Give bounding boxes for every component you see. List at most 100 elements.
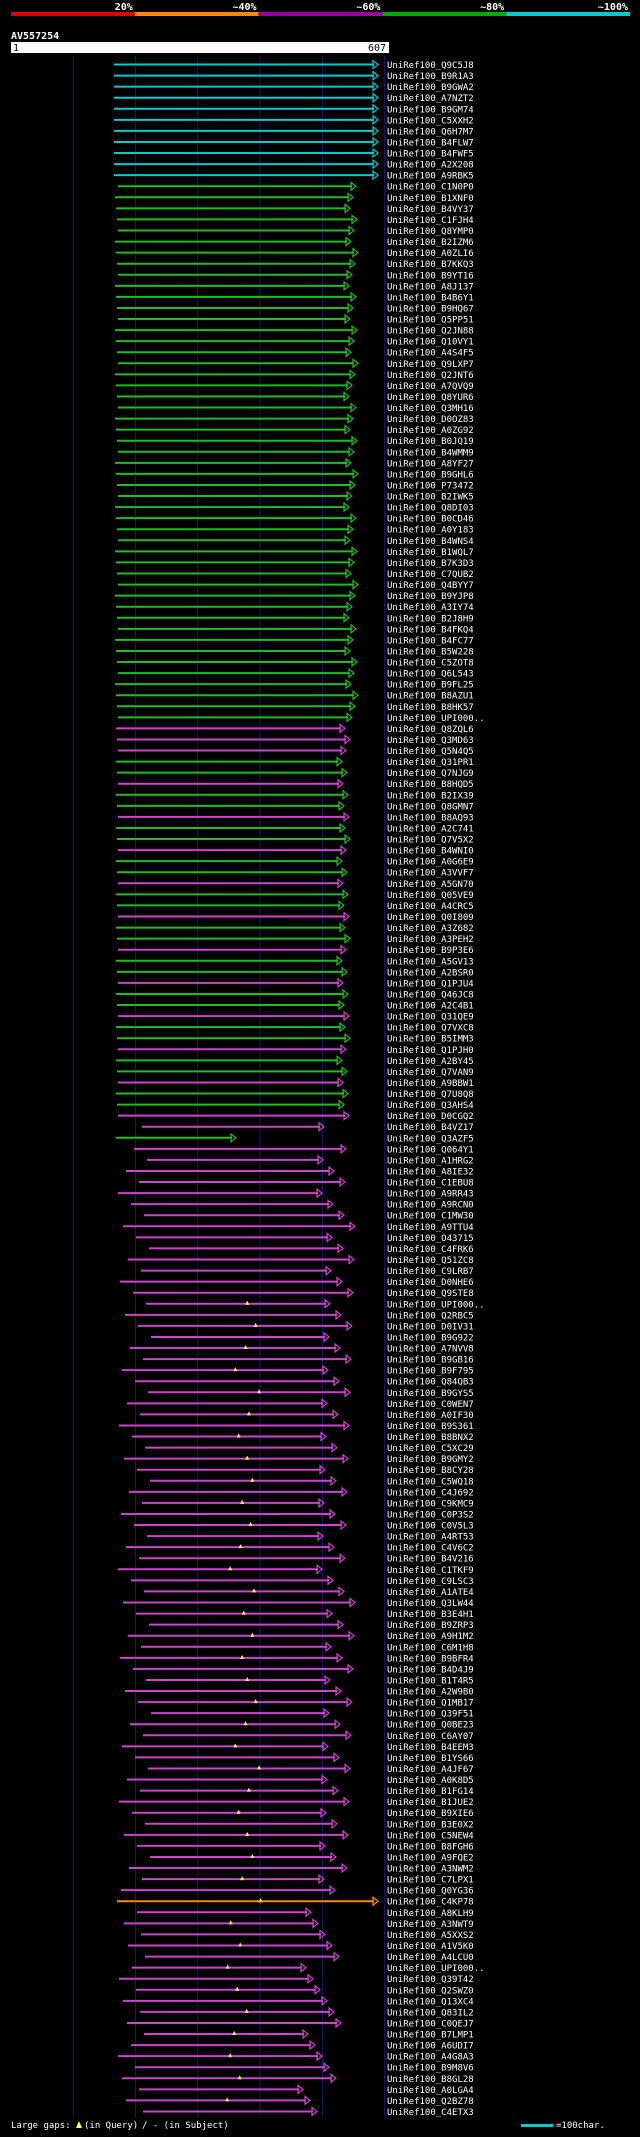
hit-label[interactable]: UniRef100_A0ZG92 bbox=[387, 426, 474, 436]
hit-label[interactable]: UniRef100_B9GM74 bbox=[387, 105, 474, 115]
hit-row[interactable]: UniRef100_A9RBK5 bbox=[114, 169, 474, 182]
hit-label[interactable]: UniRef100_A0G6E9 bbox=[387, 858, 474, 868]
hit-row[interactable]: UniRef100_C4FRK6 bbox=[149, 1243, 474, 1255]
hit-row[interactable]: UniRef100_B9GHL6 bbox=[116, 468, 474, 481]
hit-row[interactable]: UniRef100_A0K8D5 bbox=[127, 1774, 474, 1787]
hit-label[interactable]: UniRef100_Q2JNT6 bbox=[387, 371, 474, 381]
hit-row[interactable]: UniRef100_Q6L543 bbox=[118, 667, 474, 680]
hit-row[interactable]: UniRef100_B9HQ67 bbox=[117, 302, 474, 315]
hit-row[interactable]: UniRef100_B4WMM9 bbox=[118, 446, 474, 459]
hit-row[interactable]: UniRef100_C1EBU8 bbox=[139, 1176, 474, 1189]
hit-label[interactable]: UniRef100_B9XIE6 bbox=[387, 1809, 474, 1819]
hit-label[interactable]: UniRef100_C6M1H8 bbox=[387, 1643, 474, 1653]
hit-row[interactable]: UniRef100_P73472 bbox=[117, 479, 474, 492]
hit-label[interactable]: UniRef100_A3IY74 bbox=[387, 603, 474, 613]
hit-row[interactable]: UniRef100_B4EEM3 bbox=[122, 1741, 474, 1753]
hit-row[interactable]: UniRef100_Q5PP51 bbox=[118, 313, 474, 326]
hit-row[interactable]: UniRef100_B5W228 bbox=[116, 645, 474, 658]
hit-row[interactable]: UniRef100_A1V5K0 bbox=[128, 1940, 474, 1953]
hit-label[interactable]: UniRef100_C5ZOT8 bbox=[387, 659, 474, 669]
hit-label[interactable]: UniRef100_A3NWM2 bbox=[387, 1865, 474, 1875]
hit-label[interactable]: UniRef100_C7LPX1 bbox=[387, 1876, 474, 1886]
hit-label[interactable]: UniRef100_C0QEJ7 bbox=[387, 2019, 474, 2029]
hit-row[interactable]: UniRef100_A5GV13 bbox=[116, 955, 474, 968]
hit-label[interactable]: UniRef100_B4VZ17 bbox=[387, 1123, 474, 1133]
hit-label[interactable]: UniRef100_Q9C5J8 bbox=[387, 61, 474, 71]
hit-label[interactable]: UniRef100_B9HQ67 bbox=[387, 304, 474, 314]
hit-label[interactable]: UniRef100_B1FG14 bbox=[387, 1787, 474, 1797]
hit-row[interactable]: UniRef100_B4VZ17 bbox=[142, 1121, 474, 1134]
hit-label[interactable]: UniRef100_UPI000.. bbox=[387, 1300, 485, 1310]
hit-label[interactable]: UniRef100_A2X208 bbox=[387, 161, 474, 171]
hit-label[interactable]: UniRef100_A7QVQ9 bbox=[387, 382, 474, 392]
hit-row[interactable]: UniRef100_Q0YG36 bbox=[121, 1884, 474, 1897]
hit-row[interactable]: UniRef100_Q4BYY7 bbox=[118, 579, 474, 592]
hit-row[interactable]: UniRef100_C4ETX3 bbox=[143, 2106, 474, 2118]
hit-row[interactable]: UniRef100_D0CGQ2 bbox=[118, 1110, 474, 1123]
hit-row[interactable]: UniRef100_Q2SWZ0 bbox=[136, 1984, 474, 1997]
hit-row[interactable]: UniRef100_B8FGH6 bbox=[137, 1840, 474, 1853]
hit-label[interactable]: UniRef100_B5W228 bbox=[387, 647, 474, 657]
hit-row[interactable]: UniRef100_A5XXS2 bbox=[141, 1929, 474, 1941]
hit-row[interactable]: UniRef100_A4JF67 bbox=[148, 1763, 474, 1775]
hit-row[interactable]: UniRef100_C9KMC9 bbox=[142, 1497, 474, 1510]
hit-label[interactable]: UniRef100_B8CY28 bbox=[387, 1466, 474, 1476]
hit-row[interactable]: UniRef100_A0G6E9 bbox=[116, 855, 474, 868]
hit-label[interactable]: UniRef100_B9R1A3 bbox=[387, 72, 474, 82]
hit-label[interactable]: UniRef100_D0OZ83 bbox=[387, 415, 474, 425]
hit-row[interactable]: UniRef100_Q7NJG9 bbox=[117, 767, 474, 780]
hit-row[interactable]: UniRef100_B1JUE2 bbox=[119, 1796, 474, 1809]
hit-row[interactable]: UniRef100_B9YT16 bbox=[118, 269, 474, 282]
hit-label[interactable]: UniRef100_B1XNF0 bbox=[387, 194, 474, 204]
hit-label[interactable]: UniRef100_Q3AHS4 bbox=[387, 1101, 474, 1111]
hit-label[interactable]: UniRef100_A2C4B1 bbox=[387, 1002, 474, 1012]
hit-row[interactable]: UniRef100_C5ZOT8 bbox=[117, 656, 474, 669]
hit-label[interactable]: UniRef100_Q3MH16 bbox=[387, 404, 474, 414]
hit-row[interactable]: UniRef100_Q51ZC8 bbox=[128, 1254, 474, 1267]
hit-label[interactable]: UniRef100_B1YS66 bbox=[387, 1754, 474, 1764]
hit-row[interactable]: UniRef100_B2IX39 bbox=[116, 789, 474, 802]
hit-label[interactable]: UniRef100_B9P3E6 bbox=[387, 946, 474, 956]
hit-row[interactable]: UniRef100_A2BY45 bbox=[116, 1055, 474, 1067]
hit-row[interactable]: UniRef100_Q2JN88 bbox=[115, 324, 474, 337]
hit-label[interactable]: UniRef100_B0JQ19 bbox=[387, 437, 474, 447]
hit-label[interactable]: UniRef100_A5GN70 bbox=[387, 880, 474, 890]
hit-label[interactable]: UniRef100_A3VVF7 bbox=[387, 869, 474, 879]
hit-label[interactable]: UniRef100_Q10VY1 bbox=[387, 338, 474, 348]
hit-label[interactable]: UniRef100_C0WEN7 bbox=[387, 1400, 474, 1410]
hit-label[interactable]: UniRef100_A2BSR0 bbox=[387, 968, 474, 978]
hit-row[interactable]: UniRef100_C0WEN7 bbox=[127, 1398, 474, 1410]
hit-label[interactable]: UniRef100_C4V6C2 bbox=[387, 1544, 474, 1554]
hit-label[interactable]: UniRef100_B9GYS5 bbox=[387, 1389, 474, 1399]
hit-label[interactable]: UniRef100_Q8YUR6 bbox=[387, 393, 474, 403]
hit-row[interactable]: UniRef100_Q8YUR6 bbox=[117, 391, 474, 403]
hit-row[interactable]: UniRef100_A9H1M2 bbox=[128, 1630, 474, 1643]
hit-row[interactable]: UniRef100_A3NWM2 bbox=[129, 1862, 474, 1875]
hit-label[interactable]: UniRef100_A0ZLI6 bbox=[387, 249, 474, 259]
hit-row[interactable]: UniRef100_A4LCU0 bbox=[145, 1951, 474, 1964]
hit-label[interactable]: UniRef100_B4D4J9 bbox=[387, 1665, 474, 1675]
hit-row[interactable]: UniRef100_A3PEH2 bbox=[117, 933, 474, 946]
hit-row[interactable]: UniRef100_A4S4F5 bbox=[117, 346, 474, 359]
hit-label[interactable]: UniRef100_Q8GMN7 bbox=[387, 802, 474, 812]
hit-label[interactable]: UniRef100_B8BNX2 bbox=[387, 1433, 474, 1443]
hit-row[interactable]: UniRef100_B4WNI0 bbox=[118, 844, 474, 857]
hit-label[interactable]: UniRef100_Q3AZF5 bbox=[387, 1134, 474, 1144]
hit-label[interactable]: UniRef100_B3E4H1 bbox=[387, 1610, 474, 1620]
hit-label[interactable]: UniRef100_A0K8D5 bbox=[387, 1776, 474, 1786]
hit-label[interactable]: UniRef100_B4FKQ4 bbox=[387, 625, 474, 635]
hit-label[interactable]: UniRef100_B5IMM3 bbox=[387, 1035, 474, 1045]
hit-row[interactable]: UniRef100_Q3AZF5 bbox=[116, 1132, 474, 1145]
hit-label[interactable]: UniRef100_A2W9B0 bbox=[387, 1688, 474, 1698]
hit-label[interactable]: UniRef100_B4WNS4 bbox=[387, 537, 474, 547]
hit-label[interactable]: UniRef100_Q7V5X2 bbox=[387, 836, 474, 846]
hit-row[interactable]: UniRef100_C7QUB2 bbox=[117, 568, 474, 581]
hit-label[interactable]: UniRef100_A0IF30 bbox=[387, 1411, 474, 1421]
hit-label[interactable]: UniRef100_Q51ZC8 bbox=[387, 1256, 474, 1266]
hit-label[interactable]: UniRef100_Q84QB3 bbox=[387, 1378, 474, 1388]
hit-label[interactable]: UniRef100_Q8YMP0 bbox=[387, 227, 474, 237]
hit-row[interactable]: UniRef100_B4V216 bbox=[139, 1552, 474, 1565]
hit-label[interactable]: UniRef100_B9GB16 bbox=[387, 1356, 474, 1366]
hit-row[interactable]: UniRef100_B9XIE6 bbox=[132, 1807, 474, 1820]
hit-row[interactable]: UniRef100_B8CY28 bbox=[137, 1464, 474, 1477]
